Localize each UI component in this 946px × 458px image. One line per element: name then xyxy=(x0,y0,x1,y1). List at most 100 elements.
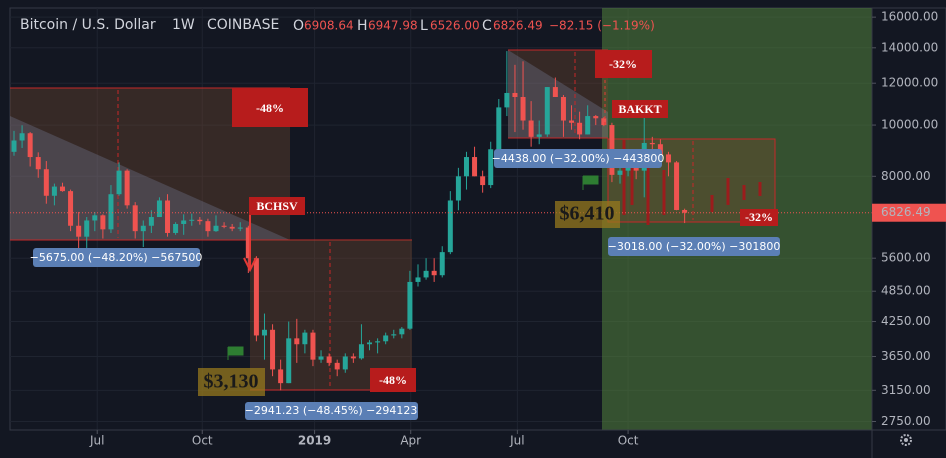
candle-body xyxy=(544,87,550,135)
measure-label: −5675.00 (−48.20%) −567500 xyxy=(30,251,203,264)
settings-button[interactable] xyxy=(900,434,912,446)
y-tick-label: 2750.00 xyxy=(881,414,931,428)
candle-body xyxy=(447,200,453,253)
candle-body xyxy=(221,225,227,227)
candle-body xyxy=(92,215,98,221)
label-box xyxy=(494,149,662,168)
candle-body xyxy=(560,97,566,121)
candle-body xyxy=(237,227,243,229)
annotation: -32% xyxy=(609,57,637,71)
axes: 16000.00 14000.00 12000.00 10000.00 8000.00 5… xyxy=(89,10,946,448)
candle-body xyxy=(35,157,41,170)
candle-body xyxy=(617,170,623,175)
candle-body xyxy=(407,281,413,329)
candle-body xyxy=(68,191,74,226)
candle-body xyxy=(536,134,542,137)
y-tick-label: 16000.00 xyxy=(881,10,938,24)
candle-body xyxy=(213,225,219,232)
annotation: -48% xyxy=(256,101,284,115)
candle-body xyxy=(423,270,429,278)
candle-body xyxy=(294,338,300,345)
y-tick-label: 14000.00 xyxy=(881,40,938,54)
ohlc-value: 6826.49 xyxy=(493,19,543,33)
candle-body xyxy=(148,217,154,226)
y-tick-label: 4250.00 xyxy=(881,314,931,328)
y-tick-label: 3150.00 xyxy=(881,383,931,397)
measure-label: −2941.23 (−48.45%) −294123 xyxy=(245,404,418,417)
candle-body xyxy=(108,194,114,230)
candle-body xyxy=(11,140,17,152)
candle-body xyxy=(140,225,146,232)
candle-body xyxy=(326,356,332,363)
label-box xyxy=(608,237,780,256)
candle-body xyxy=(358,344,364,359)
interval: 1W xyxy=(172,17,195,33)
annotation: BCHSV xyxy=(256,199,298,213)
candle-body xyxy=(59,186,65,192)
candle-body xyxy=(84,220,90,237)
candle-body xyxy=(51,186,57,196)
annotation: -32% xyxy=(745,210,773,224)
candle-body xyxy=(19,133,25,141)
candle-body xyxy=(391,334,397,336)
change: −82.15 (−1.19%) xyxy=(549,19,655,33)
candle-body xyxy=(310,332,316,360)
x-tick-label: Oct xyxy=(192,434,213,448)
candle-body xyxy=(270,329,276,370)
candles xyxy=(10,51,872,391)
candle-body xyxy=(278,369,284,384)
trend-triangle xyxy=(10,116,290,240)
candle-body xyxy=(552,87,558,98)
candle-body xyxy=(682,209,688,213)
candle-body xyxy=(367,342,373,345)
candle-body xyxy=(173,223,179,233)
candle-body xyxy=(472,157,478,177)
drawings-front: -48% −5675.00 (−48.20%) −567500 BCHSV $3… xyxy=(30,50,780,420)
label-box xyxy=(612,100,668,118)
candle-body xyxy=(261,329,267,336)
candle-body xyxy=(593,116,599,119)
annotation: BAKKT xyxy=(618,102,661,116)
x-tick-label: Jul xyxy=(89,434,104,448)
label-box xyxy=(740,209,778,226)
candle-body xyxy=(197,219,203,222)
x-tick-label: 2019 xyxy=(298,434,331,448)
candle-body xyxy=(633,167,639,171)
candle-body xyxy=(245,227,251,259)
candle-body xyxy=(480,176,486,186)
ohlc-key: L xyxy=(420,18,428,34)
candle-body xyxy=(132,205,138,232)
candle-body xyxy=(455,176,461,201)
range-box xyxy=(250,240,412,390)
candle-body xyxy=(156,200,162,218)
candle-body xyxy=(569,120,575,123)
candle-body xyxy=(399,328,405,335)
candle-body xyxy=(342,356,348,370)
symbol-title: Bitcoin / U.S. Dollar xyxy=(20,17,156,33)
candle-body xyxy=(27,133,33,158)
y-tick-label: 10000.00 xyxy=(881,118,938,132)
y-tick-label: 4850.00 xyxy=(881,284,931,298)
candle-body xyxy=(512,92,518,98)
x-tick-label: Jul xyxy=(509,434,524,448)
last-price-label: 6826.49 xyxy=(881,205,931,219)
candle-body xyxy=(116,170,122,195)
candle-body xyxy=(496,107,502,150)
candle-body xyxy=(189,219,195,221)
label-box xyxy=(198,368,265,396)
y-tick-label: 3650.00 xyxy=(881,349,931,363)
candle-body xyxy=(585,116,591,135)
candle-body xyxy=(350,356,356,359)
ohlc-value: 6908.64 xyxy=(304,19,354,33)
candle-body xyxy=(205,221,211,232)
candle-body xyxy=(463,157,469,177)
candle-body xyxy=(43,169,49,196)
candle-body xyxy=(286,338,292,384)
candle-body xyxy=(674,162,680,210)
trend-triangle xyxy=(508,50,608,138)
ohlc-key: H xyxy=(357,18,368,34)
candle-body xyxy=(657,144,663,155)
candle-body xyxy=(415,277,421,282)
flag xyxy=(582,175,599,190)
candle-body xyxy=(375,341,381,343)
